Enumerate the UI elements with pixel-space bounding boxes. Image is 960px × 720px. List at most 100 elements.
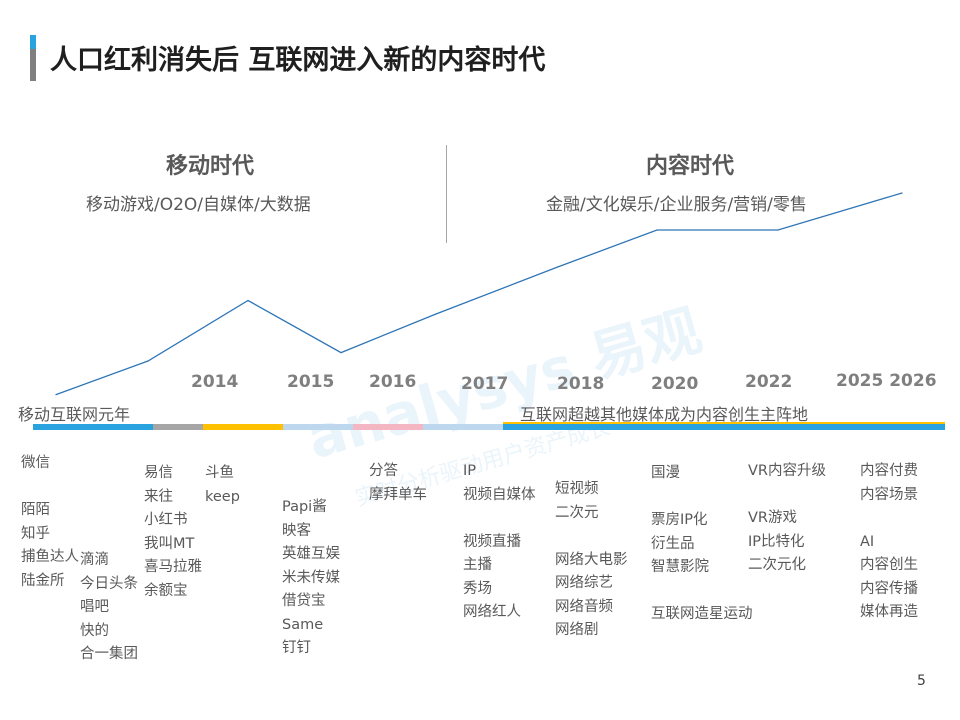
- list-item: 小红书: [144, 512, 188, 528]
- year-label-2016: 2016: [369, 372, 417, 392]
- year-label-2015: 2015: [287, 372, 335, 392]
- list-item: 滴滴: [80, 552, 109, 568]
- list-item: [555, 525, 628, 549]
- timeline-bar: [33, 422, 945, 430]
- list-item: 钉钉: [282, 640, 311, 656]
- trend-line-point: [55, 394, 57, 396]
- page-title: 人口红利消失后 互联网进入新的内容时代: [50, 45, 546, 76]
- list-item: 网络音频: [555, 598, 613, 615]
- list-item: 衍生品: [651, 535, 695, 552]
- list-item: [748, 484, 826, 508]
- list-item: 内容创生: [860, 557, 918, 573]
- column-2013-a: 微信 陌陌 知乎 捕鱼达人 陆金所: [21, 452, 79, 593]
- list-item: 秀场: [463, 580, 492, 597]
- trend-line-point: [247, 299, 249, 302]
- list-item: VR内容升级: [748, 463, 826, 479]
- list-item: [463, 507, 536, 531]
- timeline-segment: [503, 424, 945, 430]
- column-2014-b: 斗鱼 keep: [205, 462, 240, 509]
- milestone-content-creation: 互联网超越其他媒体成为内容创生主阵地: [520, 405, 809, 424]
- year-label-2020: 2020: [651, 374, 699, 394]
- list-item: 捕鱼达人: [21, 549, 79, 565]
- list-item: 陌陌: [21, 502, 50, 518]
- era-divider: [446, 145, 447, 243]
- list-item: [651, 580, 753, 604]
- list-item: 二次元: [555, 504, 599, 521]
- timeline-segment: [33, 424, 153, 430]
- list-item: 内容传播: [860, 580, 918, 597]
- list-item: 英雄互娱: [282, 546, 340, 562]
- list-item: 分答: [369, 463, 398, 479]
- list-item: 来往: [144, 488, 173, 505]
- timeline-segment: [503, 422, 945, 424]
- column-2015: Papi酱 映客 英雄互娱 米未传媒 借贷宝 Same 钉钉: [282, 496, 340, 661]
- column-2025-2026: 内容付费 内容场景 AI 内容创生 内容传播 媒体再造: [860, 460, 918, 625]
- list-item: 映客: [282, 522, 311, 539]
- list-item: 网络红人: [463, 604, 521, 620]
- year-label-2018: 2018: [557, 374, 605, 394]
- list-item: [21, 476, 79, 500]
- list-item: 国漫: [651, 465, 680, 481]
- column-2017: IP 视频自媒体 视频直播 主播 秀场 网络红人: [463, 460, 536, 625]
- list-item: VR游戏: [748, 510, 797, 526]
- trend-line-point: [147, 360, 149, 362]
- list-item: 二次元化: [748, 557, 806, 573]
- list-item: 陆金所: [21, 572, 65, 589]
- column-2016: 分答 摩拜单车: [369, 460, 427, 507]
- list-item: [651, 486, 753, 510]
- title-accent-bottom: [30, 49, 36, 81]
- year-label-2017: 2017: [461, 374, 509, 394]
- list-item: 内容场景: [860, 486, 918, 503]
- list-item: [860, 507, 918, 531]
- list-item: 网络综艺: [555, 575, 613, 591]
- list-item: 我叫MT: [144, 535, 195, 552]
- title-accent-top: [30, 35, 36, 49]
- era-title-content: 内容时代: [646, 154, 735, 179]
- list-item: keep: [205, 488, 240, 505]
- list-item: 网络大电影: [555, 551, 628, 568]
- list-item: 网络剧: [555, 622, 599, 638]
- list-item: 主播: [463, 557, 492, 573]
- list-item: Same: [282, 616, 324, 633]
- list-item: 视频自媒体: [463, 486, 536, 503]
- column-2020: 国漫 票房IP化 衍生品 智慧影院 互联网造星运动: [651, 462, 753, 627]
- list-item: 米未传媒: [282, 569, 340, 586]
- list-item: 互联网造星运动: [651, 606, 753, 622]
- milestone-mobile-internet: 移动互联网元年: [18, 405, 131, 424]
- column-2022: VR内容升级 VR游戏 IP比特化 二次元化: [748, 460, 826, 578]
- trend-line-series: [55, 192, 903, 396]
- list-item: 智慧影院: [651, 559, 709, 575]
- trend-line-point: [557, 266, 559, 268]
- era-subtitle-mobile: 移动游戏/O2O/自媒体/大数据: [86, 195, 311, 215]
- list-item: 知乎: [21, 525, 50, 542]
- list-item: 合一集团: [80, 646, 138, 662]
- title-accent-bar: [30, 35, 36, 81]
- list-item: 唱吧: [80, 599, 109, 615]
- list-item: 短视频: [555, 481, 599, 497]
- year-label-2025-2026: 2025 2026: [836, 371, 937, 391]
- list-item: IP: [463, 463, 477, 479]
- list-item: 借贷宝: [282, 593, 326, 609]
- list-item: 微信: [21, 455, 50, 471]
- list-item: 今日头条: [80, 575, 138, 592]
- list-item: 斗鱼: [205, 465, 234, 481]
- list-item: 内容付费: [860, 463, 918, 479]
- list-item: Papi酱: [282, 499, 327, 515]
- trend-line-point: [901, 192, 903, 194]
- list-item: 喜马拉雅: [144, 559, 202, 575]
- timeline-segment: [423, 424, 503, 430]
- column-2014-a: 易信 来往 小红书 我叫MT 喜马拉雅 余额宝: [144, 462, 202, 603]
- list-item: 易信: [144, 465, 173, 481]
- list-item: IP比特化: [748, 533, 805, 550]
- list-item: AI: [860, 533, 875, 550]
- list-item: 余额宝: [144, 582, 188, 599]
- list-item: 媒体再造: [860, 604, 918, 620]
- trend-line-point: [777, 229, 779, 231]
- trend-line-point: [435, 313, 437, 315]
- year-label-2022: 2022: [745, 372, 793, 392]
- column-2018: 短视频 二次元 网络大电影 网络综艺 网络音频 网络剧: [555, 478, 628, 643]
- page-number: 5: [917, 673, 926, 689]
- year-label-2014: 2014: [191, 372, 239, 392]
- era-title-mobile: 移动时代: [166, 154, 255, 179]
